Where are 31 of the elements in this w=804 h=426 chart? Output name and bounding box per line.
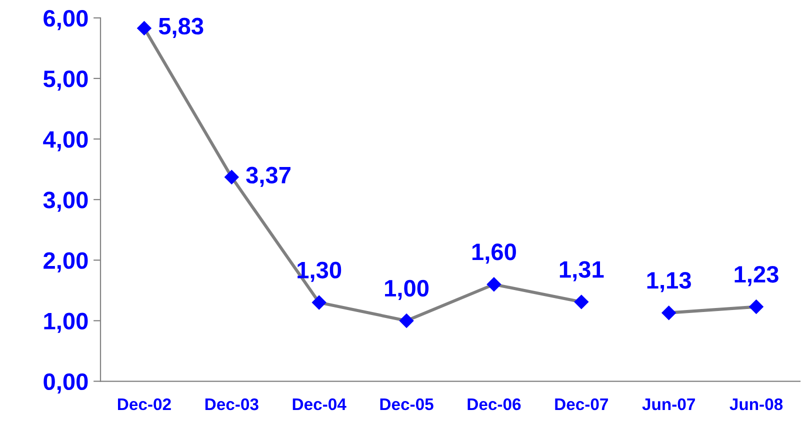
point (574, 294, 588, 310)
data-label: 1,60 (472, 244, 516, 264)
point (224, 170, 239, 184)
x-tick-label: Dec-06 (468, 398, 521, 410)
point (312, 295, 326, 310)
y-tick-label: 1,00 (44, 312, 88, 333)
x-tick-label: Jun-07 (642, 398, 695, 410)
y-tick-label: 4,00 (43, 131, 88, 152)
data-label: 1,23 (734, 266, 778, 286)
data-label: 1,31 (560, 261, 604, 282)
data-label: 1,30 (298, 262, 342, 282)
point (486, 277, 502, 292)
x-tick-label: Jun-08 (730, 398, 783, 410)
data-label: 5,83 (158, 18, 204, 38)
y-tick-label: 5,00 (43, 70, 88, 91)
point (399, 314, 414, 328)
x-tick-label: Dec-05 (380, 398, 434, 410)
point (137, 21, 152, 36)
y-tick-label: 6,00 (44, 10, 88, 30)
data-label: 1,13 (647, 272, 691, 292)
x-tick-label: Dec-03 (205, 398, 258, 410)
point (749, 300, 764, 314)
x-tick-label: Dec-02 (118, 398, 171, 410)
y-tick-label: 2,00 (44, 252, 88, 272)
data-label: 1,00 (385, 280, 429, 300)
y-tick-label: 0,00 (44, 373, 88, 394)
y-tick-label: 3,00 (43, 192, 88, 212)
x-tick-label: Dec-04 (292, 398, 346, 410)
point (662, 306, 676, 320)
x-tick-label: Dec-07 (555, 398, 608, 410)
data-label: 3,37 (246, 166, 290, 187)
